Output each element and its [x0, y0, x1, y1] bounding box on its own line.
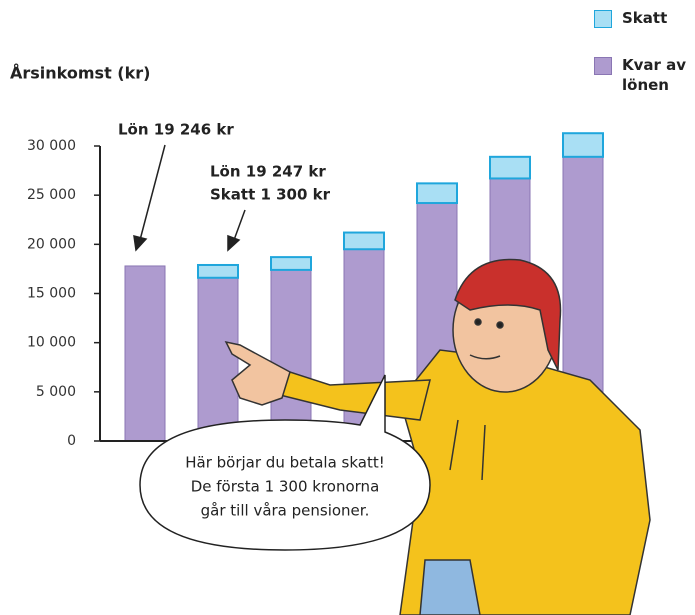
bar-segment [198, 265, 238, 278]
y-tick-label: 15 000 [27, 286, 76, 302]
bar-segment [125, 266, 165, 441]
bar-segment [344, 233, 384, 250]
bubble-text: går till våra pensioner. [201, 502, 370, 520]
annotation: Skatt 1 300 kr [210, 186, 331, 204]
y-axis-label: Årsinkomst (kr) [10, 64, 150, 83]
bar-segment [563, 133, 603, 157]
bar-segment [198, 278, 238, 441]
bar-segment [417, 183, 457, 203]
legend-label: Kvar av lönen [622, 55, 692, 95]
annotation: Lön 19 247 kr [210, 163, 326, 181]
annotation: Lön 19 246 kr [118, 121, 234, 139]
page: Årsinkomst (kr) 0 5 000 10 000 15 000 20 000… [0, 0, 695, 615]
chart: Årsinkomst (kr) 0 5 000 10 000 15 000 20 000… [0, 0, 695, 615]
bar-segment [490, 157, 530, 179]
y-tick-label: 5 000 [36, 384, 76, 400]
bubble-text: Här börjar du betala skatt! [185, 454, 385, 472]
legend-swatch [594, 10, 612, 28]
y-tick-label: 0 [67, 433, 76, 449]
bubble-text: De första 1 300 kronorna [191, 478, 380, 496]
bar-segment [271, 257, 311, 270]
y-tick-label: 25 000 [27, 187, 76, 203]
y-tick-label: 30 000 [27, 138, 76, 154]
legend-label: Skatt [622, 8, 692, 28]
y-tick-label: 10 000 [27, 335, 76, 351]
y-tick-label: 20 000 [27, 236, 76, 252]
bar-segment [271, 270, 311, 441]
legend-swatch [594, 57, 612, 75]
